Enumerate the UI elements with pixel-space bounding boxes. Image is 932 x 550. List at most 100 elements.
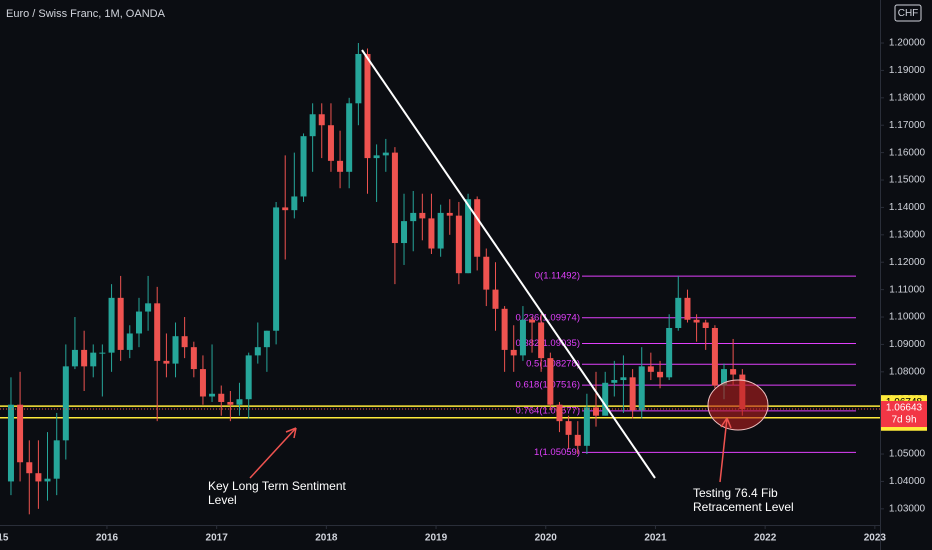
candle-body xyxy=(108,297,115,353)
candle-body xyxy=(410,212,417,222)
candle-body xyxy=(90,352,97,367)
candle-body xyxy=(693,319,700,323)
candle-body xyxy=(391,152,398,244)
candle-body xyxy=(721,369,728,386)
candle-body xyxy=(26,462,33,474)
candle-body xyxy=(199,369,206,397)
fib-label: 0.764(1.06577) xyxy=(516,405,580,416)
y-tick-label: 1.20000 xyxy=(889,38,926,49)
annotation-text: Level xyxy=(208,493,237,507)
candle-body xyxy=(337,160,344,172)
arrow-head xyxy=(720,417,732,429)
annotation-text: Testing 76.4 Fib xyxy=(693,486,778,500)
y-tick-label: 1.04000 xyxy=(889,476,926,487)
candle-body xyxy=(428,218,435,249)
candle-body xyxy=(382,152,389,156)
last-price-tag xyxy=(881,401,927,428)
candle-body xyxy=(483,256,490,290)
candle-body xyxy=(309,114,316,137)
y-tick-label: 1.13000 xyxy=(889,229,926,240)
candle-body xyxy=(71,349,78,367)
candle-body xyxy=(647,366,654,372)
fib-label: 0(1.11492) xyxy=(535,271,580,282)
candle-body xyxy=(620,377,627,381)
trend-line xyxy=(361,49,656,479)
y-tick-label: 1.17000 xyxy=(889,120,926,131)
candle-body xyxy=(245,355,252,400)
y-tick-label: 1.15000 xyxy=(889,175,926,186)
y-tick-label: 1.05000 xyxy=(889,449,926,460)
annotation-arrow xyxy=(719,417,728,483)
candle-body xyxy=(419,212,426,219)
candle-body xyxy=(638,366,645,411)
candle-body xyxy=(510,349,517,356)
candle-body xyxy=(282,207,289,211)
x-tick-label: 2016 xyxy=(96,533,119,544)
currency-box[interactable] xyxy=(894,4,922,22)
candle-body xyxy=(684,297,691,320)
countdown-label: 7d 9h xyxy=(891,415,916,426)
y-tick-label: 1.11000 xyxy=(889,284,925,295)
candle-body xyxy=(135,311,142,334)
candle-body xyxy=(538,322,545,359)
x-tick-label: 2020 xyxy=(535,533,558,544)
candle-body xyxy=(592,407,599,416)
candle-body xyxy=(583,407,590,446)
candle-body xyxy=(437,212,444,249)
x-tick-label: 2015 xyxy=(0,533,9,544)
candle-body xyxy=(291,196,298,211)
candle-body xyxy=(346,103,353,172)
x-tick-label: 2021 xyxy=(644,533,667,544)
candle-body xyxy=(474,199,481,257)
x-tick-label: 2023 xyxy=(864,533,887,544)
candle-body xyxy=(675,297,682,328)
y-tick-label: 1.03000 xyxy=(889,503,926,514)
candle-body xyxy=(611,380,618,383)
arrow-head xyxy=(285,427,297,439)
candle-body xyxy=(492,289,499,309)
candle-body xyxy=(529,319,536,323)
currency-label[interactable]: CHF xyxy=(898,8,919,19)
y-tick-label: 1.12000 xyxy=(889,257,926,268)
candle-body xyxy=(181,336,188,348)
candle-body xyxy=(190,347,197,370)
x-tick-label: 2019 xyxy=(425,533,448,544)
candle-body xyxy=(629,377,636,411)
candle-body xyxy=(519,319,526,356)
candle-body xyxy=(163,360,170,364)
candle-body xyxy=(17,404,24,463)
candle-body xyxy=(364,53,371,159)
candle-body xyxy=(300,136,307,197)
candle-body xyxy=(465,199,472,274)
candle-body xyxy=(7,404,14,482)
candle-body xyxy=(236,399,243,405)
last-price-label: 1.06643 xyxy=(886,403,923,414)
candle-body xyxy=(455,215,462,274)
annotation-text: Key Long Term Sentiment xyxy=(208,479,347,493)
chart-title: Euro / Swiss Franc, 1M, OANDA xyxy=(6,8,166,20)
candle-body xyxy=(145,303,152,312)
candle-body xyxy=(126,333,133,350)
y-tick-label: 1.09000 xyxy=(889,339,926,350)
fib-label: 0.382(1.09035) xyxy=(516,338,580,349)
candle-body xyxy=(318,114,325,126)
candle-body xyxy=(711,327,718,386)
candle-body xyxy=(401,221,408,244)
candle-body xyxy=(209,393,216,397)
candle-body xyxy=(327,125,334,161)
y-tick-label: 1.14000 xyxy=(889,202,926,213)
x-tick-label: 2022 xyxy=(754,533,777,544)
annotation-arrow xyxy=(249,427,297,479)
candle-body xyxy=(273,207,280,331)
y-tick-label: 1.10000 xyxy=(889,312,926,323)
candle-body xyxy=(657,371,664,378)
y-tick-label: 1.18000 xyxy=(889,92,926,103)
candle-body xyxy=(263,330,270,348)
candle-body xyxy=(227,401,234,405)
fib-label: 0.236(1.09974) xyxy=(516,312,580,323)
candle-body xyxy=(373,155,380,159)
candle-body xyxy=(254,347,261,356)
candle-body xyxy=(218,393,225,402)
